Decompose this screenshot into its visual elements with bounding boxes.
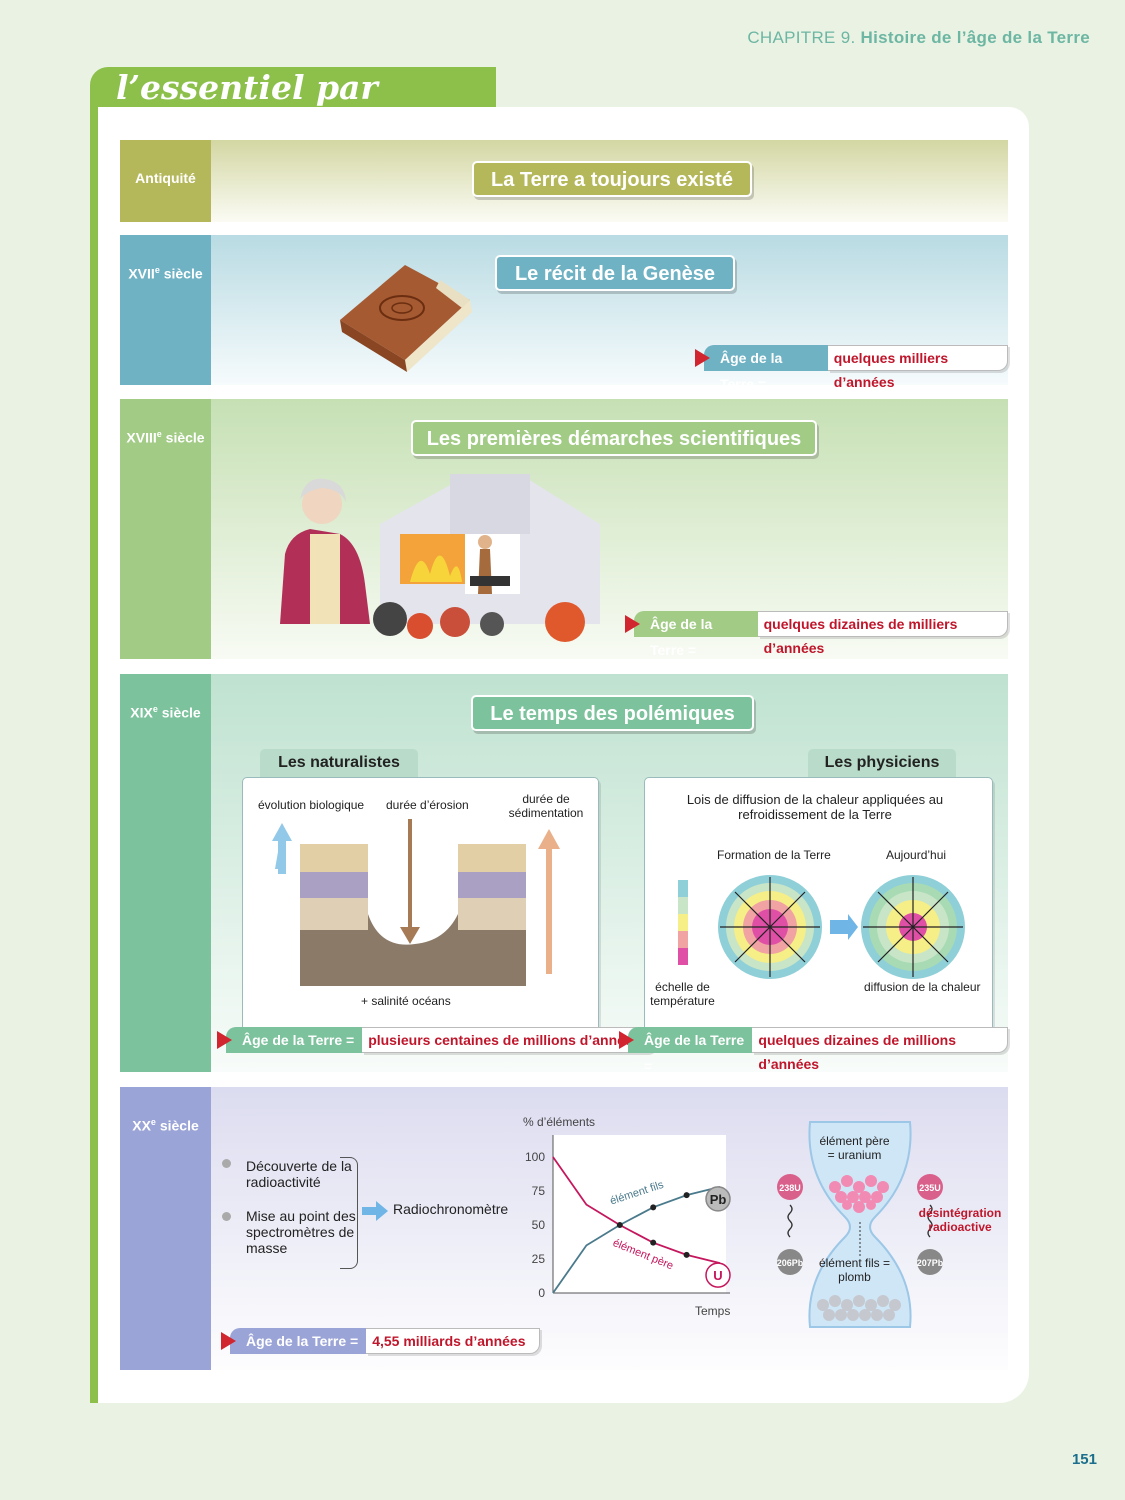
- age-key: Âge de la Terre =: [628, 1027, 753, 1074]
- age-badge-xx: Âge de la Terre = 4,55 milliards d’année…: [221, 1328, 541, 1354]
- age-value: quelques milliers d’années: [827, 345, 1008, 390]
- era-antiquite: Antiquité La Terre a toujours existé: [120, 140, 1008, 222]
- data-point: [683, 1192, 690, 1199]
- y-tick-label: 75: [532, 1184, 546, 1198]
- tab-physiciens: Les physiciens: [808, 749, 956, 777]
- chapter-prefix: CHAPITRE 9.: [747, 28, 856, 47]
- y-tick-label: 50: [532, 1218, 546, 1232]
- decay-label: désintégration radioactive: [918, 1206, 1002, 1234]
- series-badge-Pb: [705, 1186, 731, 1212]
- pb206-label: 206Pb: [777, 1258, 804, 1268]
- era-label-xix: XIXe siècle: [120, 674, 211, 1072]
- arrow-icon: [221, 1332, 236, 1350]
- bullet-icon: [222, 1212, 231, 1221]
- data-point: [683, 1251, 690, 1258]
- bible-book-illustration: [340, 265, 472, 372]
- series-badge-U: [705, 1262, 731, 1288]
- son-element-label: élément fils = plomb: [818, 1256, 891, 1284]
- series-line-son: [552, 1186, 721, 1294]
- era-label-text: XVIIe siècle: [128, 265, 203, 282]
- scale-label: échelle de température: [650, 980, 715, 1008]
- chapter-title: Histoire de l’âge de la Terre: [860, 28, 1090, 47]
- era-label-xviii: XVIIIe siècle: [120, 399, 211, 659]
- era-label-antiquite: Antiquité: [120, 140, 211, 222]
- diffusion-label: diffusion de la chaleur: [864, 980, 981, 994]
- pb207-label: 207Pb: [917, 1258, 944, 1268]
- hourglass-illustration: 238U 235U 206Pb 207Pb: [777, 1121, 944, 1328]
- age-key: Âge de la Terre =: [230, 1328, 367, 1354]
- age-badge-xvii: Âge de la Terre = quelques milliers d’an…: [695, 345, 1008, 392]
- y-tick-label: 100: [525, 1150, 545, 1164]
- data-point: [650, 1204, 657, 1211]
- age-badge-physicists: Âge de la Terre = quelques dizaines de m…: [619, 1027, 1008, 1074]
- chapter-header: CHAPITRE 9. Histoire de l’âge de la Terr…: [747, 28, 1090, 48]
- today-label: Aujourd’hui: [886, 848, 947, 862]
- era-label-text: XXe siècle: [132, 1117, 199, 1134]
- era-label-xx: XXe siècle: [120, 1087, 211, 1370]
- series-line-father: [552, 1156, 721, 1264]
- y-tick-label: 0: [538, 1286, 545, 1300]
- salinity-label: + salinité océans: [361, 994, 451, 1008]
- formation-label: Formation de la Terre: [717, 848, 831, 862]
- sedimentation-label: durée de sédimentation: [508, 792, 584, 820]
- era-title-xviii: Les premières démarches scientifiques: [411, 420, 817, 456]
- bullet-spectrometers: Mise au point des spectromètres de masse: [246, 1208, 356, 1256]
- u238-label: 238U: [779, 1183, 801, 1193]
- intersection-point: [616, 1222, 623, 1228]
- era-xvii: XVIIe siècle Le récit de la Genèse Âge d…: [120, 235, 1008, 392]
- section-tab: l’essentiel par l’image: [90, 67, 496, 149]
- arrow-icon: [625, 615, 640, 633]
- series-badge-label: Pb: [710, 1192, 727, 1207]
- era-title-antiquite: La Terre a toujours existé: [472, 161, 752, 197]
- era-title-xix: Le temps des polémiques: [471, 695, 754, 731]
- age-value: plusieurs centaines de millions d’années: [362, 1027, 656, 1053]
- radiochronometer-label: Radiochronomètre: [393, 1201, 509, 1217]
- age-value: quelques dizaines de milliers d’années: [757, 611, 1008, 656]
- era-title-xvii: Le récit de la Genèse: [495, 255, 735, 291]
- era-xviii: XVIIIe siècle Les premières démarches sc…: [120, 399, 1008, 659]
- era-label-text: XIXe siècle: [130, 704, 201, 721]
- father-element-label: élément père = uranium: [819, 1134, 890, 1162]
- arrow-icon: [695, 349, 710, 367]
- erosion-label: durée d’érosion: [386, 798, 469, 812]
- arrow-icon: [619, 1031, 634, 1049]
- tab-naturalistes: Les naturalistes: [260, 749, 418, 777]
- x-axis-label: Temps: [695, 1304, 730, 1318]
- arrow-right-icon: [362, 1201, 388, 1221]
- series-badge-label: U: [713, 1268, 722, 1283]
- bullet-icon: [222, 1159, 231, 1168]
- earth-cooling-diagram: [678, 875, 965, 979]
- age-key: Âge de la Terre =: [226, 1027, 363, 1053]
- bullet-radioactivity: Découverte de la radioactivité: [246, 1158, 352, 1190]
- brace: [340, 1157, 358, 1269]
- age-key: Âge de la Terre =: [634, 611, 758, 658]
- arrow-icon: [217, 1031, 232, 1049]
- data-point: [650, 1239, 657, 1246]
- erosion-diagram: [272, 819, 560, 986]
- page-number: 151: [1071, 1451, 1097, 1468]
- evolution-label: évolution biologique: [258, 798, 365, 812]
- era-xix: XIXe siècle Le temps des polémiques Les …: [120, 674, 1008, 1074]
- section-bar: [90, 100, 98, 1403]
- era-label-text: XVIIIe siècle: [126, 429, 205, 446]
- physics-heading: Lois de diffusion de la chaleur appliqué…: [686, 792, 944, 822]
- age-badge-xviii: Âge de la Terre = quelques dizaines de m…: [625, 611, 1008, 658]
- age-value: 4,55 milliards d’années: [366, 1328, 541, 1354]
- buffon-forge-illustration: [280, 474, 600, 642]
- era-label-xvii: XVIIe siècle: [120, 235, 211, 385]
- u235-label: 235U: [919, 1183, 941, 1193]
- age-key: Âge de la Terre =: [704, 345, 828, 392]
- era-xx: XXe siècle Découverte de la radioactivit…: [120, 1087, 1008, 1370]
- era-label-text: Antiquité: [135, 170, 196, 186]
- y-tick-label: 25: [532, 1252, 546, 1266]
- y-axis-label: % d’éléments: [523, 1115, 595, 1129]
- age-value: quelques dizaines de millions d’années: [752, 1027, 1008, 1072]
- age-badge-naturalists: Âge de la Terre = plusieurs centaines de…: [217, 1027, 656, 1053]
